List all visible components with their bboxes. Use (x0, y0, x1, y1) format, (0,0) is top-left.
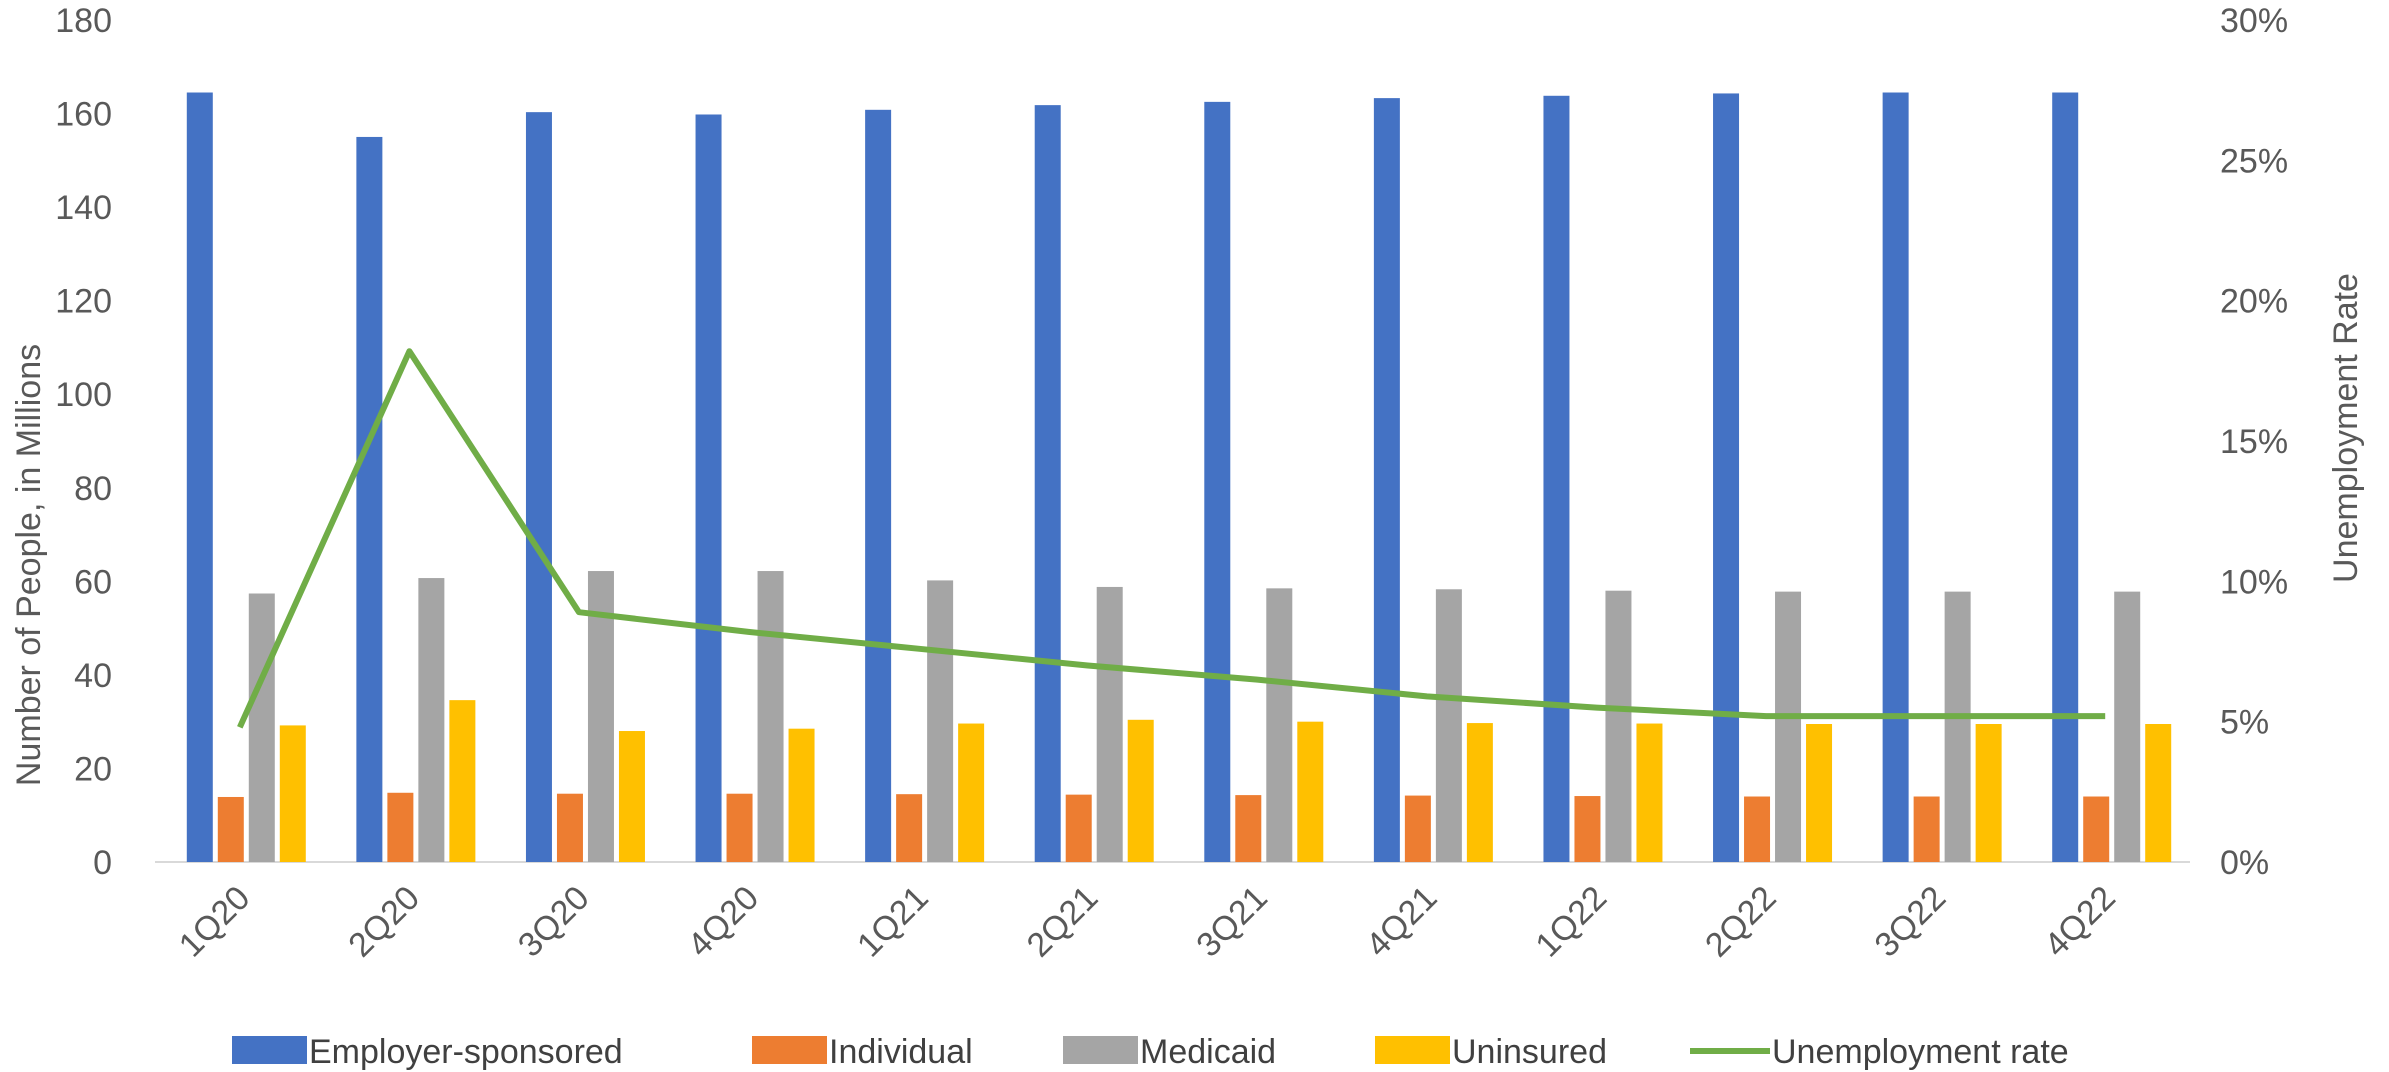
bar-medicaid (1775, 591, 1802, 862)
bar-employer-sponsored (525, 112, 552, 862)
bar-medicaid (757, 571, 784, 862)
y2-tick-label: 10% (2220, 563, 2288, 601)
bar-individual (1065, 794, 1092, 862)
legend-swatch-employer-sponsored (232, 1036, 307, 1064)
bar-uninsured (1806, 724, 1833, 862)
bar-employer-sponsored (1882, 92, 1909, 862)
x-tick-label: 2Q22 (1698, 879, 1784, 965)
bar-uninsured (1466, 723, 1493, 862)
bar-individual (1235, 795, 1262, 862)
y2-tick-label: 15% (2220, 423, 2288, 461)
bar-uninsured (2145, 724, 2172, 862)
bar-employer-sponsored (865, 109, 892, 862)
bar-individual (2083, 796, 2110, 862)
bar-employer-sponsored (1373, 98, 1400, 862)
y-tick-label: 120 (55, 283, 112, 321)
legend-label-unemployment-rate: Unemployment rate (1772, 1033, 2069, 1071)
bar-individual (217, 796, 244, 862)
y-tick-label: 100 (55, 376, 112, 414)
bar-medicaid (1266, 588, 1293, 862)
y-tick-label: 80 (74, 470, 112, 508)
bar-uninsured (958, 723, 985, 862)
series-line-unemployment-rate (237, 348, 2106, 729)
x-tick-label: 3Q22 (1868, 879, 1954, 965)
legend-label-individual: Individual (829, 1033, 973, 1071)
bar-medicaid (927, 580, 954, 862)
x-tick-label: 4Q20 (681, 879, 767, 965)
bar-uninsured (1975, 724, 2002, 862)
bar-employer-sponsored (356, 136, 383, 862)
bar-medicaid (1944, 591, 1971, 862)
bar-individual (726, 793, 753, 862)
x-tick-label: 4Q21 (1359, 879, 1445, 965)
bar-medicaid (2114, 591, 2141, 862)
y-axis-title: Number of People, in Millions (10, 344, 48, 786)
x-tick-label: 3Q21 (1189, 879, 1275, 965)
bar-uninsured (788, 728, 815, 862)
bar-uninsured (618, 731, 645, 862)
bar-employer-sponsored (186, 92, 213, 862)
x-tick-label: 1Q21 (850, 879, 936, 965)
y2-tick-label: 5% (2220, 704, 2269, 742)
bar-individual (1574, 796, 1601, 862)
x-tick-label: 4Q22 (2037, 879, 2123, 965)
y2-tick-label: 30% (2220, 2, 2288, 40)
legend-label-uninsured: Uninsured (1452, 1033, 1607, 1071)
bar-individual (1913, 796, 1940, 862)
x-tick-label: 3Q20 (511, 879, 597, 965)
bar-uninsured (279, 725, 306, 862)
y-tick-label: 140 (55, 189, 112, 227)
bar-uninsured (1127, 719, 1154, 862)
bar-medicaid (418, 578, 445, 862)
x-tick-label: 2Q20 (341, 879, 427, 965)
bar-medicaid (1096, 586, 1123, 862)
legend-label-medicaid: Medicaid (1140, 1033, 1276, 1071)
bar-employer-sponsored (1713, 93, 1740, 863)
bar-employer-sponsored (695, 114, 722, 863)
bar-individual (896, 794, 923, 862)
y-tick-label: 0 (93, 844, 112, 882)
bar-employer-sponsored (1034, 105, 1061, 862)
x-tick-label: 1Q22 (1528, 879, 1614, 965)
y2-tick-label: 25% (2220, 142, 2288, 180)
bar-medicaid (1435, 589, 1462, 862)
bar-medicaid (1605, 590, 1632, 862)
bar-uninsured (1297, 721, 1324, 862)
legend-swatch-medicaid (1063, 1036, 1138, 1064)
bar-employer-sponsored (1543, 95, 1570, 862)
y2-tick-label: 0% (2220, 844, 2269, 882)
bar-uninsured (1636, 723, 1663, 862)
bar-individual (1744, 796, 1771, 862)
x-tick-label: 1Q20 (172, 879, 258, 965)
bar-employer-sponsored (2052, 92, 2079, 862)
y-tick-label: 40 (74, 657, 112, 695)
y2-tick-label: 20% (2220, 283, 2288, 321)
bar-medicaid (587, 571, 614, 862)
bar-uninsured (449, 700, 476, 862)
bar-employer-sponsored (1204, 101, 1231, 863)
x-tick-label: 2Q21 (1020, 879, 1106, 965)
legend-swatch-uninsured (1375, 1036, 1450, 1064)
legend-label-employer-sponsored: Employer-sponsored (309, 1033, 623, 1071)
y-tick-label: 60 (74, 563, 112, 601)
legend-swatch-individual (752, 1036, 827, 1064)
bar-individual (556, 793, 583, 862)
y2-axis-title: Unemployment Rate (2327, 273, 2365, 583)
bar-individual (1404, 795, 1431, 862)
y-tick-label: 160 (55, 96, 112, 134)
bar-individual (387, 792, 414, 862)
y-tick-label: 20 (74, 750, 112, 788)
bar-medicaid (248, 593, 275, 862)
y-tick-label: 180 (55, 2, 112, 40)
